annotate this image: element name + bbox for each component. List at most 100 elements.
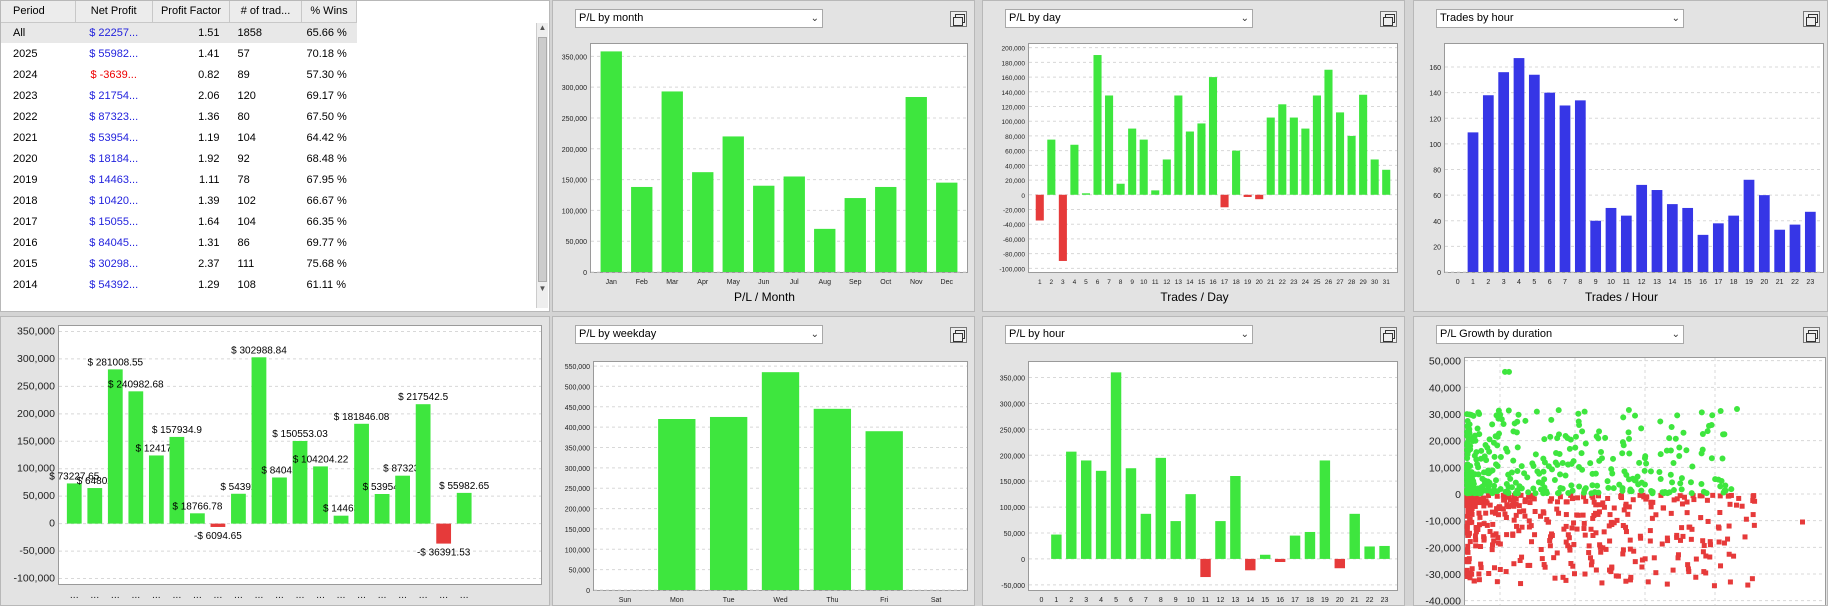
- profit-point: [1627, 486, 1634, 493]
- loss-point: [1465, 511, 1471, 517]
- panel-pl-by-year: -100,000 -50,000 0 50,000 100,000 150,000 200,…: [0, 316, 550, 606]
- scroll-up-icon[interactable]: ▲: [538, 23, 547, 32]
- loss-point: [1551, 555, 1557, 561]
- profit-point: [1717, 483, 1724, 490]
- bar: [1359, 94, 1368, 195]
- col-period[interactable]: Period: [1, 1, 76, 23]
- loss-point: [1539, 556, 1545, 562]
- table-row[interactable]: 2014 $ 54392... 1.29 108 61.11 %: [1, 274, 357, 295]
- x-tick-label: 17: [1291, 597, 1299, 604]
- restore-window-icon[interactable]: [1380, 327, 1397, 343]
- loss-point: [1517, 558, 1523, 564]
- table-row[interactable]: All $ 22257... 1.51 1858 65.66 %: [1, 22, 357, 43]
- profit-point: [1698, 450, 1705, 457]
- table-row[interactable]: 2023 $ 21754... 2.06 120 69.17 %: [1, 85, 357, 106]
- y-tick-label: 250,000: [562, 116, 587, 123]
- loss-point: [1727, 579, 1733, 585]
- loss-point: [1623, 529, 1629, 535]
- bar: [1651, 190, 1663, 272]
- bar: [1728, 215, 1740, 272]
- bar: [1289, 117, 1298, 195]
- scroll-down-icon[interactable]: ▼: [538, 284, 547, 293]
- x-tick-label: 0: [1456, 279, 1460, 286]
- cell-trades: 104: [237, 215, 256, 228]
- loss-point: [1510, 531, 1516, 537]
- loss-point: [1623, 578, 1629, 584]
- col-wins[interactable]: % Wins: [301, 1, 358, 23]
- chart-type-select[interactable]: P/L by month ⌄: [575, 9, 823, 28]
- table-row[interactable]: 2020 $ 18184... 1.92 92 68.48 %: [1, 148, 357, 169]
- x-tick-label: ...: [111, 589, 120, 601]
- restore-window-icon[interactable]: [950, 327, 967, 343]
- restore-window-icon[interactable]: [950, 11, 967, 27]
- loss-point: [1519, 524, 1525, 530]
- restore-window-icon[interactable]: [1803, 11, 1820, 27]
- panel-growth-by-duration: P/L Growth by duration ⌄ -40,000 -30,000 -2…: [1413, 316, 1828, 606]
- loss-point: [1502, 511, 1508, 517]
- bar: [354, 423, 369, 524]
- table-row[interactable]: 2022 $ 87323... 1.36 80 67.50 %: [1, 106, 357, 127]
- loss-point: [1659, 541, 1665, 547]
- y-tick-label: 80: [1433, 168, 1441, 175]
- profit-point: [1676, 444, 1683, 451]
- y-tick-label: -40,000: [1425, 596, 1461, 606]
- bar: [1349, 513, 1360, 559]
- y-tick-label: 60,000: [1005, 149, 1025, 156]
- x-tick-label: 18: [1306, 597, 1314, 604]
- restore-window-icon[interactable]: [1803, 327, 1820, 343]
- profit-point: [1485, 467, 1492, 474]
- loss-point: [1516, 503, 1522, 509]
- table-row[interactable]: 2018 $ 10420... 1.39 102 66.67 %: [1, 190, 357, 211]
- cell-trades: 86: [237, 236, 250, 249]
- bar: [722, 136, 744, 272]
- bar: [1498, 72, 1510, 272]
- profit-point: [1477, 490, 1484, 497]
- x-tick-label: 6: [1548, 279, 1552, 286]
- bar: [1574, 100, 1586, 272]
- cell-wins: 67.95 %: [306, 173, 347, 186]
- profit-point: [1567, 436, 1574, 443]
- chart-type-select[interactable]: Trades by hour ⌄: [1436, 9, 1684, 28]
- loss-point: [1569, 496, 1575, 502]
- data-label: $ 54392: [220, 482, 257, 493]
- col-net-profit[interactable]: Net Profit: [75, 1, 153, 23]
- bar: [1682, 207, 1694, 272]
- table-row[interactable]: 2019 $ 14463... 1.11 78 67.95 %: [1, 169, 357, 190]
- loss-point: [1503, 493, 1509, 499]
- table-row[interactable]: 2017 $ 15055... 1.64 104 66.35 %: [1, 211, 357, 232]
- table-row[interactable]: 2021 $ 53954... 1.19 104 64.42 %: [1, 127, 357, 148]
- cell-profit-factor: 2.37: [198, 257, 220, 270]
- x-tick-label: ...: [90, 589, 99, 601]
- profit-point: [1493, 412, 1500, 419]
- loss-point: [1486, 492, 1492, 498]
- chart-type-select[interactable]: P/L by weekday ⌄: [575, 325, 823, 344]
- bar: [210, 523, 226, 527]
- y-tick-label: -20,000: [1003, 207, 1025, 214]
- table-scrollbar[interactable]: ▲ ▼: [536, 23, 548, 308]
- period-table: Period Net Profit Profit Factor # of tra…: [1, 1, 358, 295]
- table-row[interactable]: 2016 $ 84045... 1.31 86 69.77 %: [1, 232, 357, 253]
- chart-type-select[interactable]: P/L Growth by duration ⌄: [1436, 325, 1684, 344]
- loss-point: [1693, 556, 1699, 562]
- scroll-thumb[interactable]: [538, 37, 547, 282]
- profit-point: [1576, 421, 1583, 428]
- loss-point: [1632, 559, 1638, 565]
- loss-point: [1670, 567, 1676, 573]
- bar: [1266, 117, 1275, 195]
- table-row[interactable]: 2024 $ -3639... 0.82 89 57.30 %: [1, 64, 357, 85]
- x-tick-label: 23: [1806, 279, 1814, 286]
- loss-point: [1596, 509, 1602, 515]
- table-row[interactable]: 2015 $ 30298... 2.37 111 75.68 %: [1, 253, 357, 274]
- profit-point: [1616, 481, 1623, 488]
- chart-type-select[interactable]: P/L by day ⌄: [1005, 9, 1253, 28]
- profit-point: [1491, 482, 1498, 489]
- col-profit-factor[interactable]: Profit Factor: [152, 1, 231, 23]
- y-tick-label: 40,000: [1429, 382, 1461, 394]
- restore-window-icon[interactable]: [1380, 11, 1397, 27]
- col-trades[interactable]: # of trad...: [229, 1, 302, 23]
- x-tick-label: 11: [1152, 279, 1159, 286]
- table-row[interactable]: 2025 $ 55982... 1.41 57 70.18 %: [1, 43, 357, 64]
- x-tick-label: ...: [378, 589, 387, 601]
- chart-type-select[interactable]: P/L by hour ⌄: [1005, 325, 1253, 344]
